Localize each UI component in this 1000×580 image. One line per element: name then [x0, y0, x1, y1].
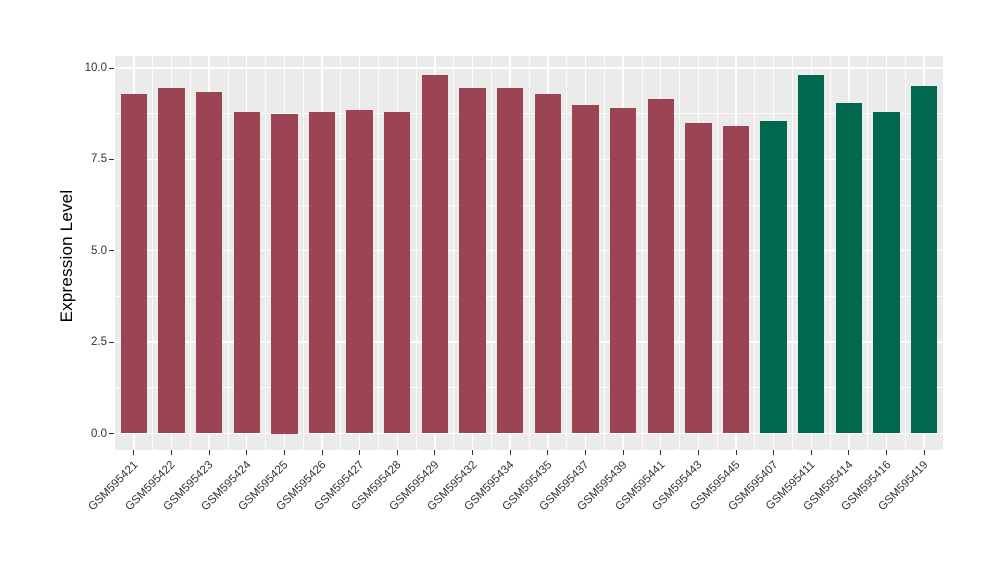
x-tick-mark	[170, 450, 172, 455]
x-tick-mark	[472, 450, 474, 455]
x-tick-mark	[396, 450, 398, 455]
x-tick-mark	[810, 450, 812, 455]
gridline-minor-vertical	[679, 56, 681, 450]
x-tick-mark	[321, 450, 323, 455]
gridline-minor-vertical	[754, 56, 756, 450]
gridline-minor-vertical	[829, 56, 831, 450]
x-tick-mark	[923, 450, 925, 455]
bar	[609, 108, 637, 434]
gridline-minor-vertical	[792, 56, 794, 450]
bar	[647, 99, 674, 434]
y-tick-mark	[109, 341, 114, 343]
bar	[346, 110, 373, 434]
x-tick-mark	[283, 450, 285, 455]
x-tick-mark	[622, 450, 624, 455]
bar	[421, 75, 449, 434]
gridline-minor-vertical	[566, 56, 568, 450]
gridline-major-horizontal	[115, 158, 943, 161]
x-tick-mark	[584, 450, 586, 455]
x-tick-mark	[547, 450, 549, 455]
bar	[271, 113, 298, 434]
gridline-minor-vertical	[867, 56, 869, 450]
gridline-minor-vertical	[340, 56, 342, 450]
gridline-major-horizontal	[115, 432, 943, 435]
bar	[572, 104, 599, 434]
x-tick-mark	[509, 450, 511, 455]
y-tick-label: 7.5	[91, 153, 107, 166]
x-tick-mark	[246, 450, 248, 455]
bar	[911, 86, 938, 434]
gridline-major-horizontal	[115, 341, 943, 343]
gridline-minor-vertical	[189, 56, 191, 450]
gridline-major-horizontal	[115, 250, 943, 252]
bar	[534, 93, 561, 434]
bar	[798, 75, 825, 434]
bar	[722, 126, 750, 434]
bar	[120, 93, 147, 434]
bar	[195, 91, 223, 434]
bar	[685, 122, 712, 434]
y-tick-label: 0.0	[91, 427, 107, 440]
gridline-minor-vertical	[265, 56, 267, 450]
gridline-minor-vertical	[453, 56, 455, 450]
bar	[835, 102, 863, 434]
x-tick-mark	[848, 450, 850, 455]
bar	[873, 111, 900, 434]
gridline-minor-vertical	[528, 56, 530, 450]
x-tick-mark	[773, 450, 775, 455]
x-tick-mark	[359, 450, 361, 455]
y-tick-mark	[109, 158, 114, 160]
x-tick-mark	[660, 450, 662, 455]
bar	[497, 88, 524, 434]
x-tick-mark	[697, 450, 699, 455]
bar	[308, 111, 336, 434]
gridline-minor-vertical	[378, 56, 380, 450]
x-tick-mark	[434, 450, 436, 455]
y-tick-mark	[109, 67, 114, 69]
y-tick-label: 5.0	[91, 244, 107, 257]
y-tick-mark	[109, 433, 114, 434]
x-tick-mark	[735, 450, 737, 455]
gridline-minor-vertical	[603, 56, 605, 450]
bar	[384, 111, 411, 434]
bar	[760, 120, 787, 434]
gridline-minor-vertical	[716, 56, 718, 450]
y-tick-label: 2.5	[91, 336, 107, 349]
gridline-minor-vertical	[490, 56, 492, 450]
x-tick-mark	[133, 450, 135, 455]
gridline-minor-vertical	[302, 56, 304, 450]
bar	[233, 111, 260, 434]
gridline-minor-vertical	[227, 56, 229, 450]
gridline-minor-vertical	[152, 56, 154, 450]
gridline-minor-vertical	[415, 56, 417, 450]
gridline-major-horizontal	[115, 67, 943, 69]
bar	[158, 88, 185, 434]
bar	[459, 88, 486, 434]
x-tick-mark	[208, 450, 210, 455]
plot-panel	[115, 56, 943, 450]
y-tick-mark	[109, 250, 114, 252]
x-tick-mark	[886, 450, 888, 455]
gridline-minor-vertical	[641, 56, 643, 450]
y-tick-label: 10.0	[84, 62, 107, 74]
gridline-minor-vertical	[904, 56, 906, 450]
